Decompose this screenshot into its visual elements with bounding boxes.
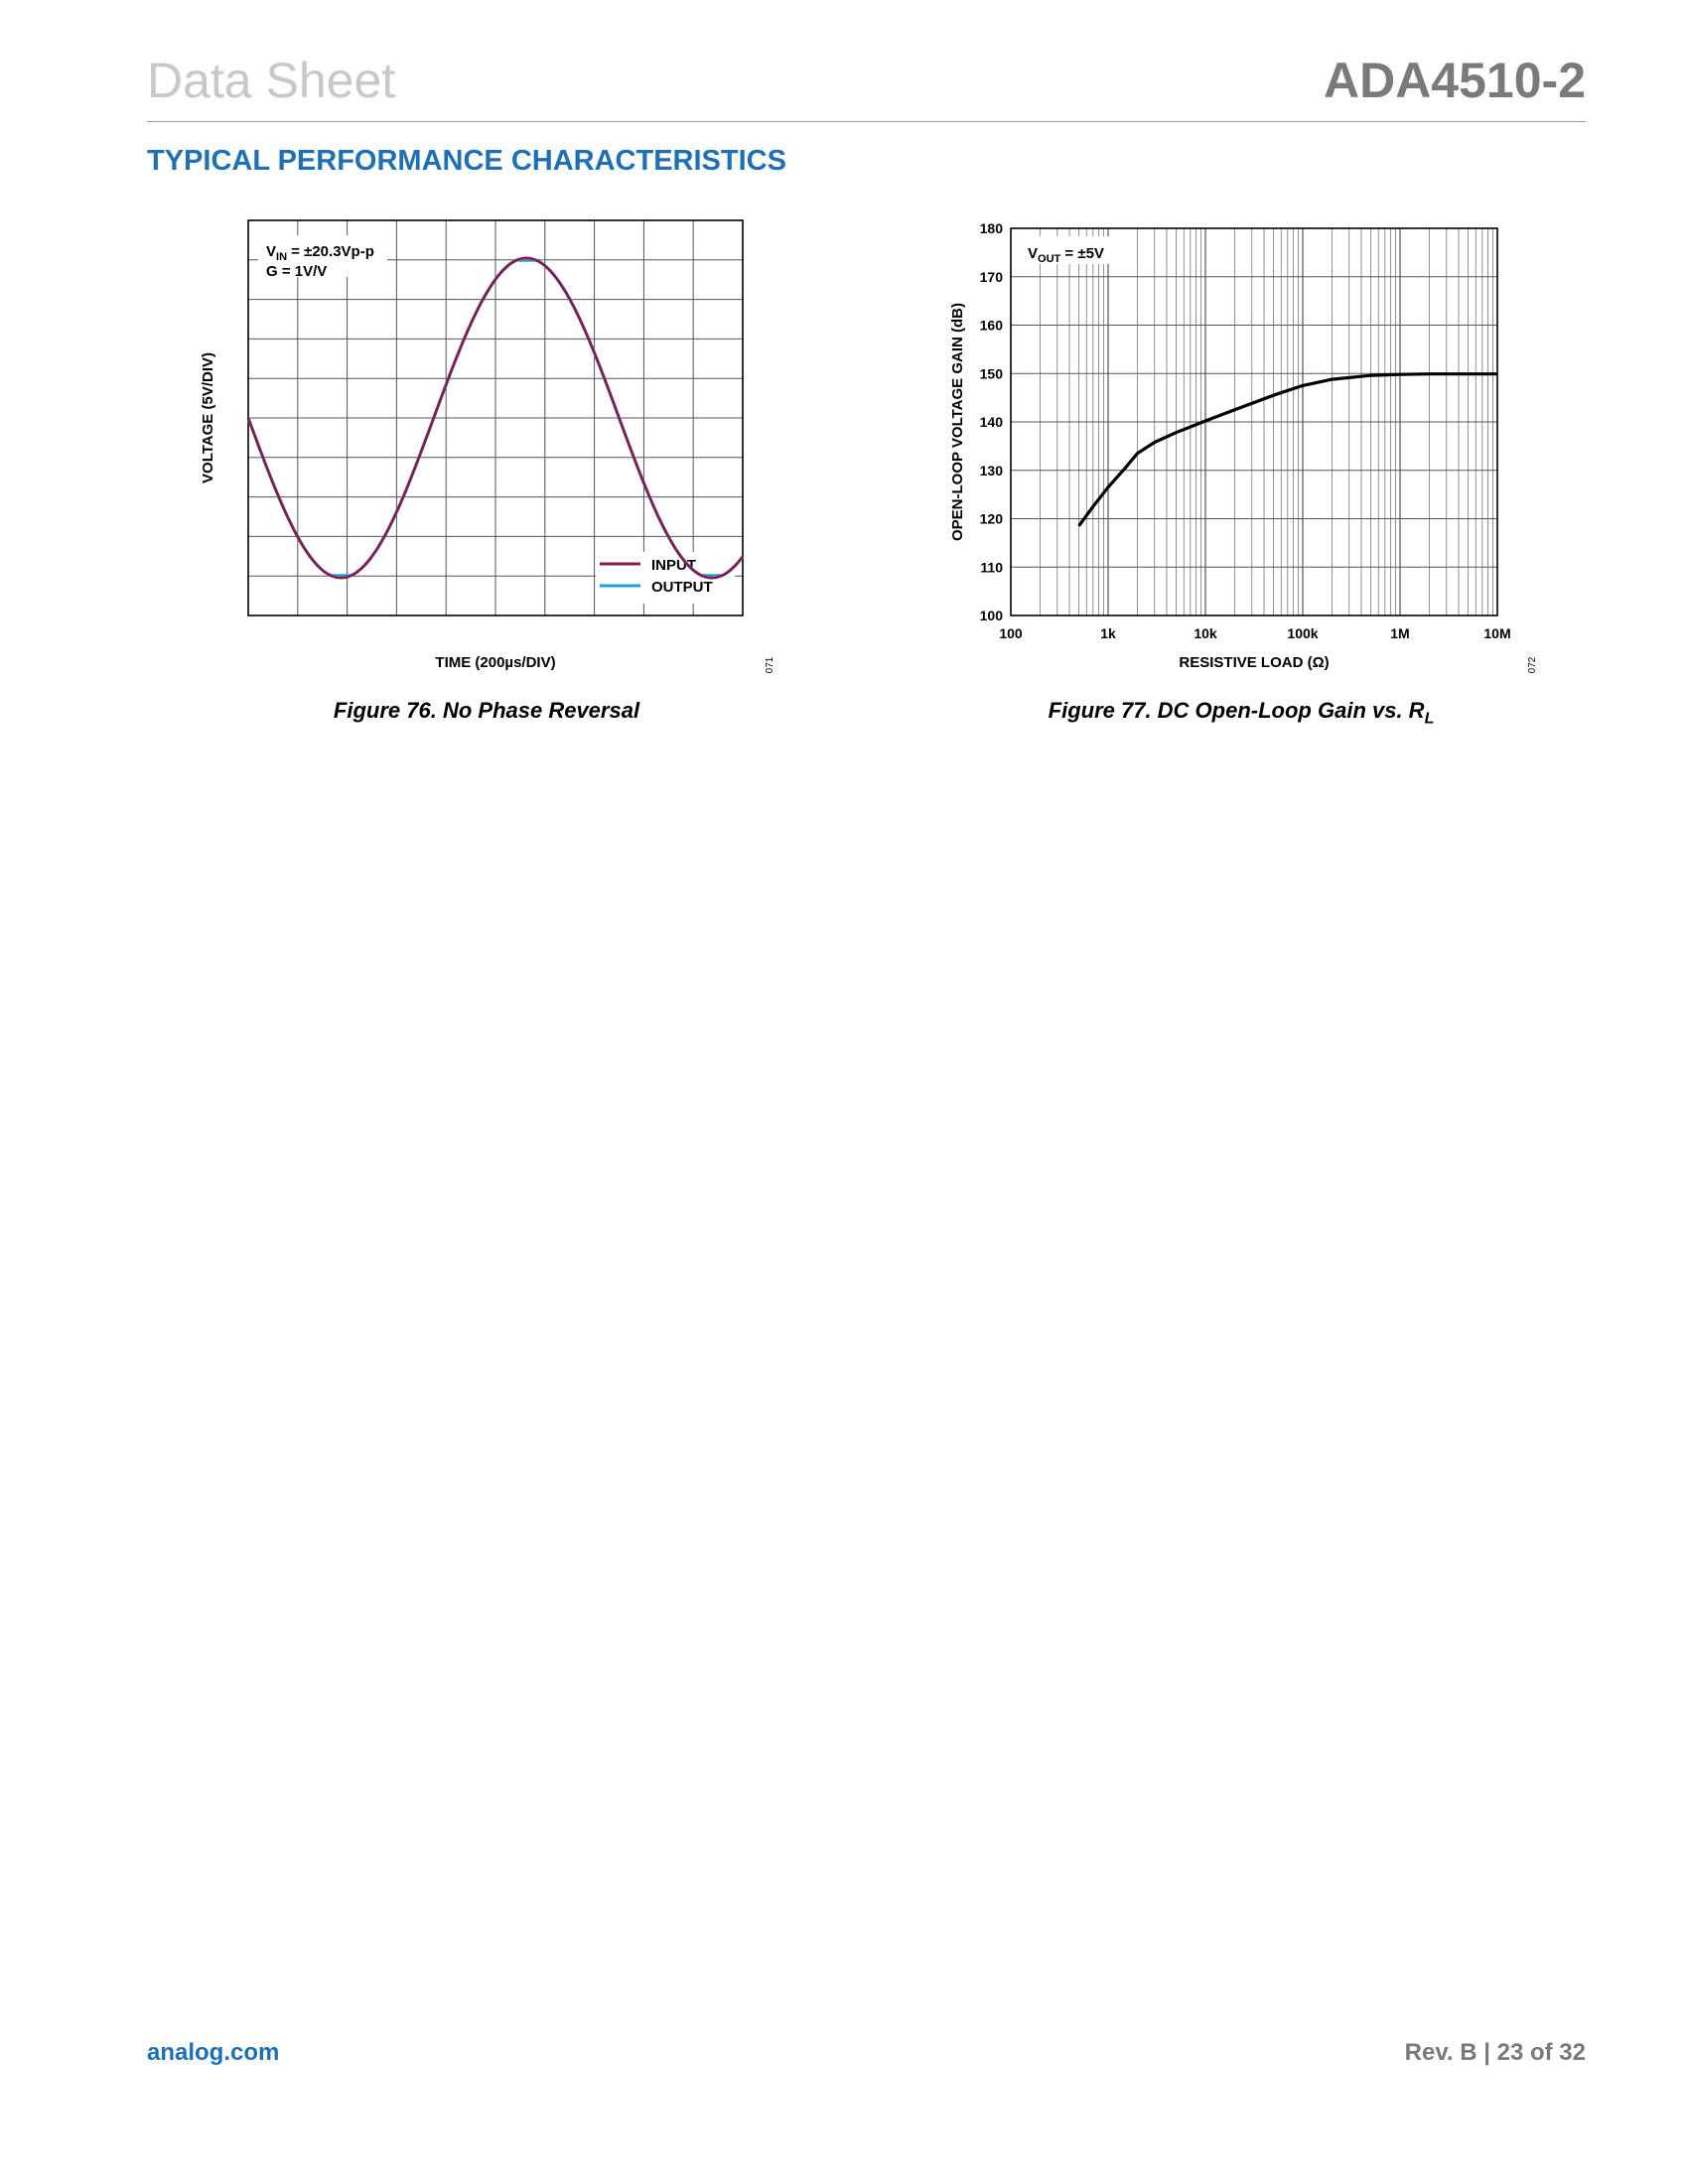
figure-77-x-tick-label: 10M [1483,625,1510,641]
figure-76: VIN = ±20.3Vp-p G = 1V/V INPUT OUTPUT TI… [189,208,794,685]
figure-77-caption: Figure 77. DC Open-Loop Gain vs. RL [1048,698,1435,728]
footer-page-info: Rev. B | 23 of 32 [1404,2039,1586,2066]
figure-77-figure-code: 072 [1527,656,1538,673]
figure-76-series-input [246,256,745,580]
figure-77-tick-labels: 100 1k 10k 100k 1M 10M 100 110 120 130 140 150 160 17… [980,220,1511,641]
figure-76-grid [248,220,743,615]
header-divider [147,121,1586,122]
figure-77-y-tick-label: 180 [980,220,1004,236]
figure-77-chart: VOUT = ±5V 100 1k 10k 100k 1M 10M 100 110 120 130… [949,220,1538,673]
figure-77-grid [1011,228,1497,615]
figure-77-x-tick-label: 1M [1390,625,1409,641]
figure-77-annotation-box [1021,236,1128,264]
header-doc-type: Data Sheet [147,53,396,108]
figure-77-y-tick-label: 120 [980,511,1004,527]
figure-76-annotation-box [258,235,387,277]
figure-76-y-axis-label: VOLTAGE (5V/DIV) [200,352,216,483]
figure-76-chart: VIN = ±20.3Vp-p G = 1V/V INPUT OUTPUT TI… [200,219,775,673]
figure-77-series-gain [1077,372,1497,527]
figure-77-plot-frame [1010,227,1498,616]
figure-76-annotation-gain: G = 1V/V [266,263,327,280]
figure-77-x-tick-label: 1k [1100,625,1116,641]
figure-77-y-axis-label: OPEN-LOOP VOLTAGE GAIN (dB) [949,303,966,541]
figure-76-legend-output: OUTPUT [651,579,713,596]
header-part-number: ADA4510-2 [1323,53,1586,108]
figure-77-y-tick-label: 170 [980,269,1004,285]
figure-77-x-tick-label: 100 [999,625,1023,641]
figure-77-annotation-vout: VOUT = ±5V [1028,245,1104,265]
figure-76-figure-code: 071 [765,656,775,673]
figure-77-y-tick-label: 160 [980,318,1004,334]
figure-77-y-tick-label: 150 [980,365,1004,381]
section-title: TYPICAL PERFORMANCE CHARACTERISTICS [147,145,786,177]
figure-76-x-axis-label: TIME (200µs/DIV) [435,654,555,671]
figure-76-caption: Figure 76. No Phase Reversal [333,698,640,723]
figure-77-y-tick-label: 130 [980,463,1004,478]
figure-77: VOUT = ±5V 100 1k 10k 100k 1M 10M 100 110 120 130… [943,208,1539,685]
figure-77-x-tick-label: 10k [1194,625,1217,641]
figure-77-x-tick-label: 100k [1287,625,1318,641]
figure-77-y-tick-label: 110 [980,559,1003,575]
figure-77-y-tick-label: 100 [980,608,1004,623]
footer-website[interactable]: analog.com [147,2039,280,2066]
figure-77-x-axis-label: RESISTIVE LOAD (Ω) [1179,654,1329,671]
figure-77-y-tick-label: 140 [980,414,1004,430]
figure-76-annotation-vin: VIN = ±20.3Vp-p [266,243,374,263]
